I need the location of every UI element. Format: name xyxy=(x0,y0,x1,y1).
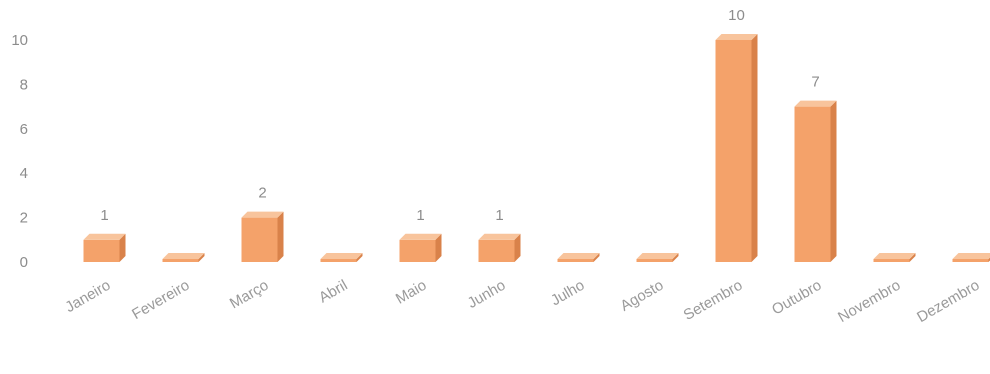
x-tick-label: Novembro xyxy=(835,277,903,326)
bar-top xyxy=(83,233,126,240)
bar-top xyxy=(320,253,363,259)
bar-front xyxy=(241,217,278,262)
x-tick-label: Agosto xyxy=(618,277,667,315)
y-axis: 0 2 4 6 8 10 xyxy=(11,32,28,271)
bar-side xyxy=(277,211,284,262)
bar-side xyxy=(751,34,758,262)
x-tick-label: Setembro xyxy=(681,277,746,324)
bar-front xyxy=(83,239,120,262)
bar-side xyxy=(672,253,679,262)
bar-side xyxy=(356,253,363,262)
bar-junho xyxy=(478,233,521,262)
bars: 1 2 1 1 10 7 xyxy=(83,7,990,262)
bar-front xyxy=(636,259,673,262)
bar-side xyxy=(119,233,126,262)
bar-front xyxy=(873,259,910,262)
x-tick-label: Abril xyxy=(316,277,350,307)
bar-setembro xyxy=(715,34,758,262)
bar-top xyxy=(873,253,916,259)
y-tick-label: 0 xyxy=(20,254,28,271)
bar-top xyxy=(794,100,837,107)
bar-top xyxy=(636,253,679,259)
x-axis: Janeiro Fevereiro Março Abril Maio Junho Julho… xyxy=(62,277,982,326)
bar-top xyxy=(557,253,600,259)
bar-novembro xyxy=(873,253,916,262)
data-label: 1 xyxy=(416,207,424,224)
bar-side xyxy=(514,233,521,262)
x-tick-label: Dezembro xyxy=(914,277,982,326)
bar-fevereiro xyxy=(162,253,205,262)
bar-side xyxy=(593,253,600,262)
bar-janeiro xyxy=(83,233,126,262)
bar-top xyxy=(399,233,442,240)
data-label: 1 xyxy=(100,207,108,224)
bar-side xyxy=(830,100,837,262)
bar-side xyxy=(909,253,916,262)
x-tick-label: Março xyxy=(227,277,272,313)
y-tick-label: 8 xyxy=(20,76,28,93)
bar-top xyxy=(715,34,758,40)
data-label: 1 xyxy=(495,207,503,224)
x-tick-label: Julho xyxy=(548,277,588,310)
x-tick-label: Maio xyxy=(393,277,430,308)
bar-front xyxy=(794,106,831,262)
bar-front xyxy=(399,239,436,262)
y-tick-label: 6 xyxy=(20,121,28,138)
y-tick-label: 4 xyxy=(20,165,28,182)
bar-top xyxy=(952,253,990,259)
bar-front xyxy=(952,259,989,262)
bar-outubro xyxy=(794,100,837,262)
bar-julho xyxy=(557,253,600,262)
bar-agosto xyxy=(636,253,679,262)
bar-dezembro xyxy=(952,253,990,262)
bar-front xyxy=(320,259,357,262)
bar-front xyxy=(557,259,594,262)
bar-front xyxy=(715,40,752,262)
x-tick-label: Junho xyxy=(465,277,509,312)
x-tick-label: Janeiro xyxy=(62,277,113,316)
data-label: 2 xyxy=(258,185,266,202)
bar-top xyxy=(241,211,284,218)
bar-front xyxy=(162,259,199,262)
x-tick-label: Outubro xyxy=(769,277,824,319)
bar-top xyxy=(162,253,205,259)
y-tick-label: 10 xyxy=(11,32,28,49)
bar-maio xyxy=(399,233,442,262)
bar-abril xyxy=(320,253,363,262)
bar-side xyxy=(435,233,442,262)
bar-top xyxy=(478,233,521,240)
x-tick-label: Fevereiro xyxy=(129,277,192,323)
data-label: 10 xyxy=(728,7,745,24)
data-label: 7 xyxy=(811,74,819,91)
bar-front xyxy=(478,239,515,262)
y-tick-label: 2 xyxy=(20,210,28,227)
bar-março xyxy=(241,211,284,262)
bar-side xyxy=(198,253,205,262)
